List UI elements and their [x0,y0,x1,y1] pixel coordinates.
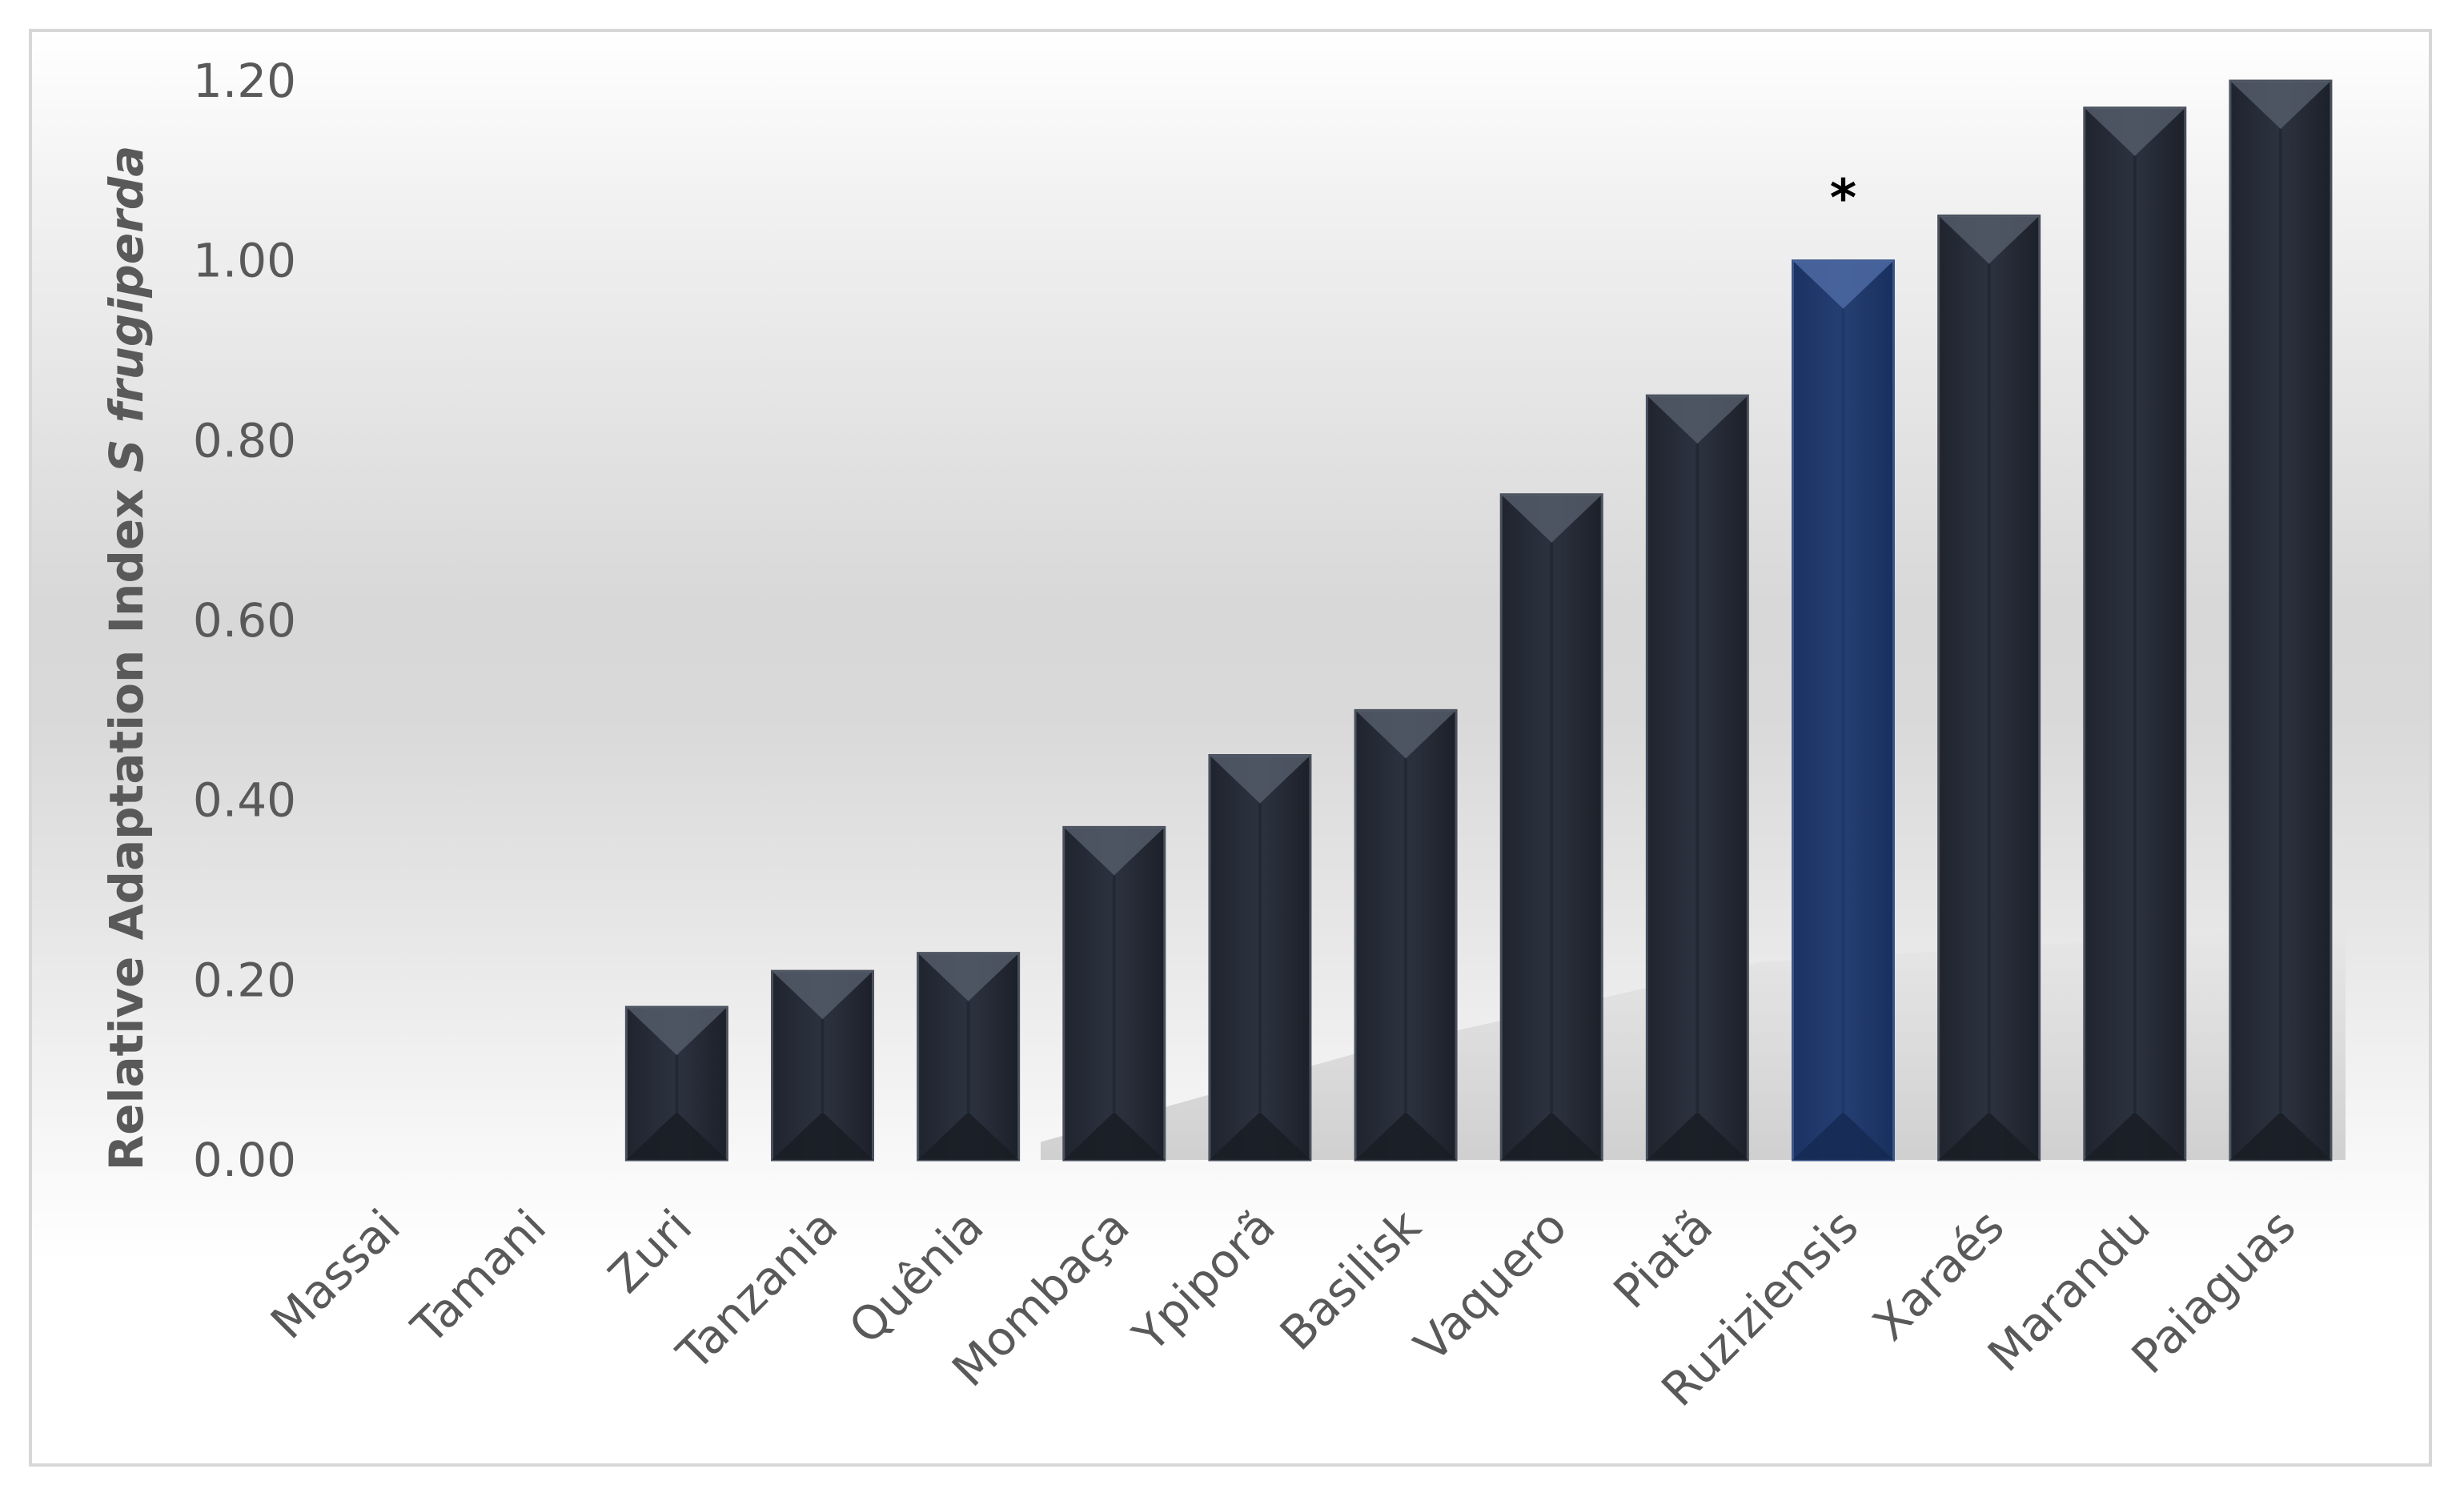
bar-bevel-top [626,1007,728,1056]
bar-bevel-bottom [772,1112,873,1160]
bar-bevel-top [772,971,873,1020]
x-category-label: Tanzania [666,1199,848,1381]
x-category-label: Ypiporã [1122,1199,1285,1363]
bar-bevel-bottom [2084,1112,2185,1160]
x-category-label: Tamani [400,1199,556,1355]
bar-bevel-bottom [1938,1112,2040,1160]
x-category-label: Piatã [1603,1199,1724,1319]
bar-xaraés [1937,215,2041,1162]
y-tick-label: 1.00 [193,234,296,288]
annotations: * [1830,170,1856,229]
bar-bevel-top [1355,710,1457,759]
bar-bevel-top [1647,395,1748,444]
bar-ruziziensis [1792,259,1895,1162]
bar-vaquero [1499,493,1603,1162]
y-tick-label: 0.40 [193,773,296,828]
bar-bevel-top [1792,260,1894,309]
bar-bevel-top [1501,494,1603,543]
bar-paiaguas [2229,79,2333,1162]
bar-bevel-top [1209,755,1310,804]
bar-bevel-top [1938,215,2040,264]
significance-asterisk: * [1830,170,1856,229]
bar-bevel-bottom [1647,1112,1748,1160]
bar-quênia [917,952,1021,1162]
bar-marandu [2083,106,2187,1162]
y-tick-label: 0.80 [193,413,296,468]
bar-bevel-top [1063,827,1165,876]
bar-bevel-top [917,953,1019,1001]
x-category-label: Vaquero [1404,1199,1577,1372]
y-tick-labels: 0.00 0.20 0.40 0.60 0.80 1.00 1.20 [193,54,296,1187]
bar-bevel-bottom [917,1112,1019,1160]
bar-bevel-bottom [626,1112,728,1160]
bar-piatã [1645,394,1749,1162]
y-tick-label: 0.60 [193,593,296,648]
bar-ypiporã [1208,754,1312,1162]
y-tick-label: 1.20 [193,54,296,108]
bar-bevel-top [2229,81,2331,129]
bar-bevel-bottom [1209,1112,1310,1160]
bar-bevel-top [2084,107,2185,156]
bar-bevel-bottom [1063,1112,1165,1160]
y-axis-title-species: S frugiperda [99,146,154,473]
y-axis-title: Relative Adaptation Index S frugiperda [99,146,154,1171]
x-category-label: Massai [260,1199,411,1350]
bar-bevel-bottom [1355,1112,1457,1160]
bars [624,79,2333,1162]
bar-basilisk [1354,708,1458,1162]
bar-bevel-bottom [2229,1112,2331,1160]
bar-bevel-bottom [1501,1112,1603,1160]
y-tick-label: 0.00 [193,1133,296,1187]
x-category-label: Zuri [598,1199,702,1303]
y-tick-label: 0.20 [193,953,296,1007]
bar-zuri [624,1005,728,1162]
bar-tanzania [771,969,874,1162]
y-axis-title-main: Relative Adaptation Index [99,472,154,1170]
bar-bevel-bottom [1792,1112,1894,1160]
bar-mombaça [1062,825,1166,1162]
